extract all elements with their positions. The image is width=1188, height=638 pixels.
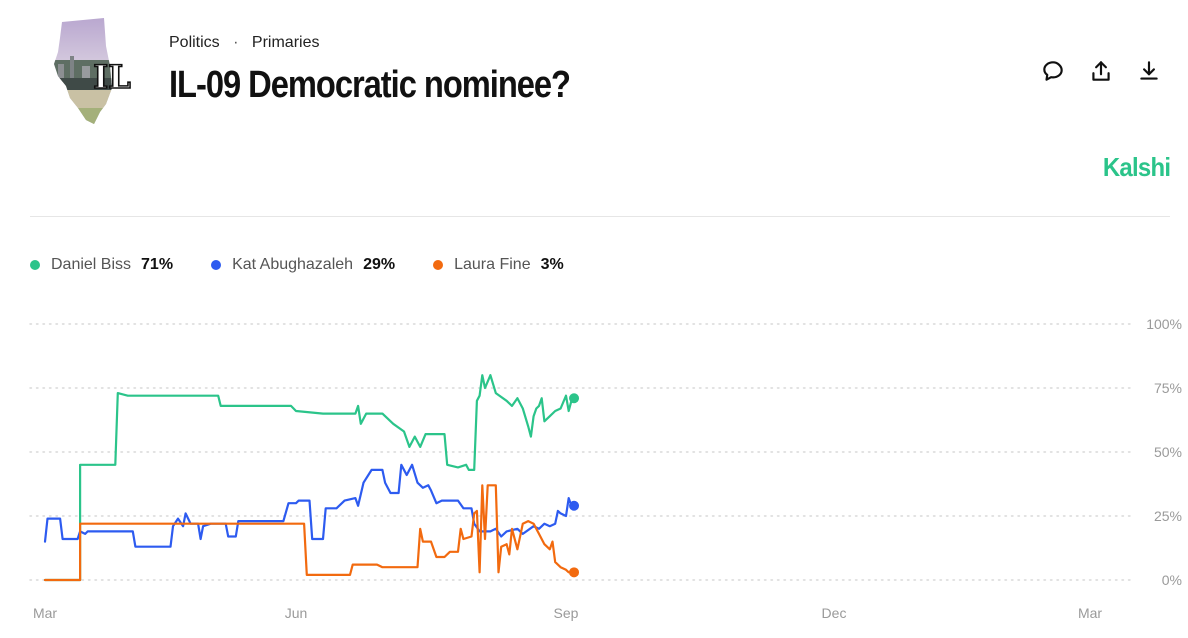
series-line-daniel-biss	[43, 374, 576, 582]
legend-dot	[30, 260, 40, 270]
breadcrumb-separator: ·	[233, 34, 239, 51]
action-bar	[1040, 58, 1162, 84]
legend-dot	[433, 260, 444, 270]
y-tick-label: 0%	[1162, 572, 1182, 588]
series-end-marker-kat-abughazaleh	[569, 500, 580, 511]
legend-name: Daniel Biss	[51, 256, 132, 273]
series-end-marker-daniel-biss	[569, 393, 580, 404]
y-tick-label: 75%	[1154, 380, 1182, 396]
series-line-kat-abughazaleh	[43, 463, 576, 548]
legend-value: 29%	[363, 256, 396, 273]
legend-value: 71%	[141, 256, 174, 273]
page-title: IL-09 Democratic nominee?	[169, 64, 571, 106]
x-tick-label: Sep	[554, 605, 579, 621]
market-thumbnail: IL	[54, 18, 132, 124]
y-tick-label: 100%	[1146, 316, 1182, 332]
legend-item-laura-fine[interactable]: Laura Fine 3%	[433, 256, 564, 274]
legend-name: Kat Abughazaleh	[232, 256, 354, 273]
series-line-laura-fine	[43, 484, 576, 582]
legend-item-kat-abughazaleh[interactable]: Kat Abughazaleh 29%	[211, 256, 395, 274]
x-tick-label: Mar	[1078, 605, 1102, 621]
y-tick-label: 25%	[1154, 508, 1182, 524]
y-tick-label: 50%	[1154, 444, 1182, 460]
price-history-chart[interactable]: 100% 75% 50% 25% 0% Mar Jun Sep Dec Mar	[0, 300, 1188, 638]
legend-value: 3%	[540, 256, 564, 273]
kalshi-logo: Kalshi	[1102, 152, 1171, 182]
header-divider	[30, 216, 1170, 217]
legend-item-daniel-biss[interactable]: Daniel Biss 71%	[30, 256, 173, 274]
breadcrumb-subcategory[interactable]: Primaries	[251, 34, 320, 51]
breadcrumb-category[interactable]: Politics	[169, 34, 220, 51]
download-icon[interactable]	[1136, 58, 1162, 84]
x-tick-label: Jun	[285, 605, 308, 621]
series-end-marker-laura-fine	[569, 567, 580, 578]
legend-name: Laura Fine	[454, 256, 531, 273]
x-tick-label: Mar	[33, 605, 57, 621]
comment-icon[interactable]	[1040, 58, 1066, 84]
share-icon[interactable]	[1088, 58, 1114, 84]
thumbnail-label: IL	[93, 58, 130, 96]
x-tick-label: Dec	[822, 605, 847, 621]
chart-legend: Daniel Biss 71% Kat Abughazaleh 29% Laur…	[30, 256, 602, 274]
legend-dot	[211, 260, 222, 270]
breadcrumb: Politics · Primaries	[169, 34, 319, 52]
